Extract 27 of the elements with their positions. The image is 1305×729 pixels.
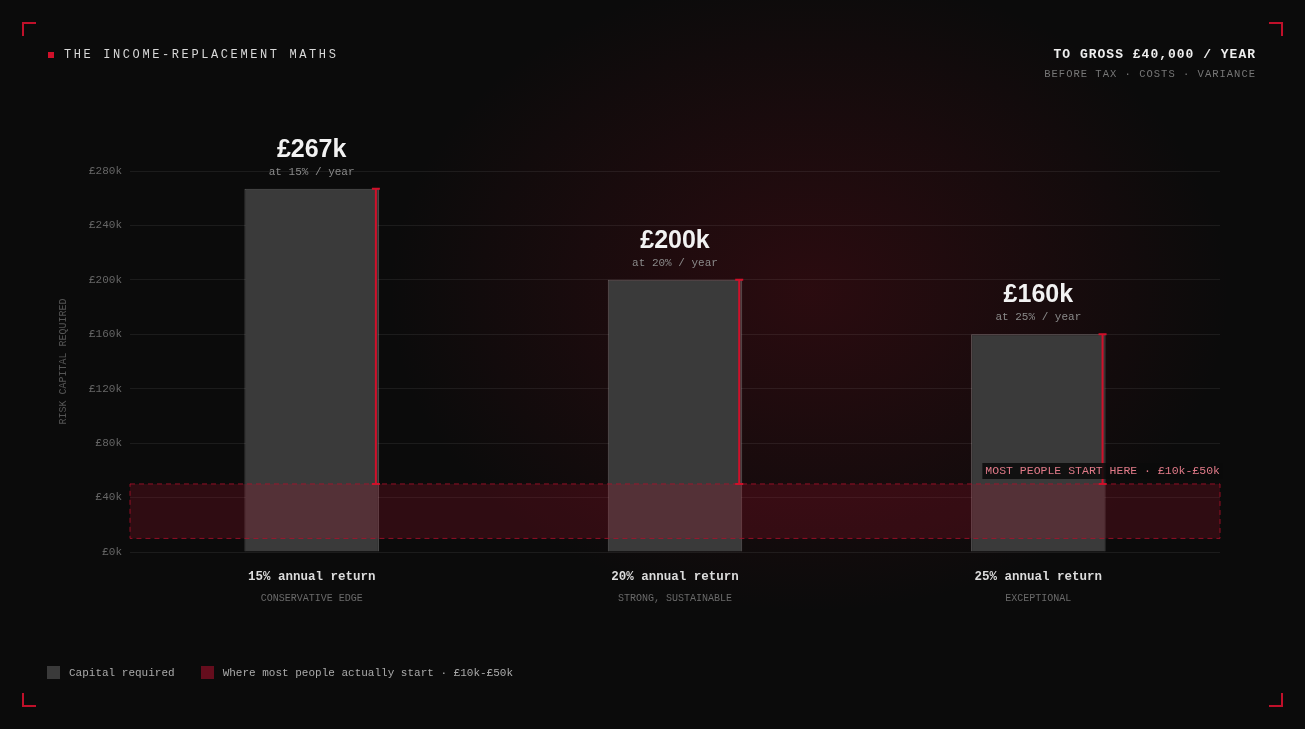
legend-label: Where most people actually start · £10k-£50k [222, 666, 514, 679]
data-label: £267k [276, 133, 347, 162]
annotation: at 20% / year [632, 256, 718, 269]
y-tick-label: £280k [88, 164, 123, 177]
x-tick-label: 25% annual return [974, 569, 1103, 584]
y-tick-label: £200k [88, 273, 123, 286]
data-label: £200k [640, 224, 710, 253]
text: CONSERVATIVE EDGE [260, 592, 363, 604]
text: BEFORE TAX · COSTS · VARIANCE [1044, 68, 1256, 80]
x-tick-label: 15% annual return [247, 569, 376, 584]
annotation: at 15% / year [268, 165, 355, 178]
x-tick-label: 20% annual return [611, 569, 739, 584]
y-tick-label: £240k [88, 219, 123, 232]
chart-title: THE INCOME-REPLACEMENT MATHS [64, 48, 339, 62]
y-tick-label: £160k [88, 328, 123, 341]
y-tick-label: £40k [95, 491, 123, 504]
text: STRONG, SUSTAINABLE [617, 592, 733, 604]
legend-label: Capital required [69, 666, 175, 679]
y-tick-label: £80k [95, 437, 123, 450]
chart-subtitle: TO GROSS £40,000 / YEAR [1053, 47, 1256, 62]
data-label: £160k [1003, 279, 1074, 308]
annotation: MOST PEOPLE START HERE · £10k-£50k [985, 464, 1221, 478]
y-axis-title: RISK CAPITAL REQUIRED [57, 298, 69, 425]
y-tick-label: £120k [88, 382, 123, 395]
annotation: at 25% / year [995, 311, 1082, 324]
y-tick-label: £0k [102, 545, 123, 558]
text: EXCEPTIONAL [1005, 592, 1072, 604]
